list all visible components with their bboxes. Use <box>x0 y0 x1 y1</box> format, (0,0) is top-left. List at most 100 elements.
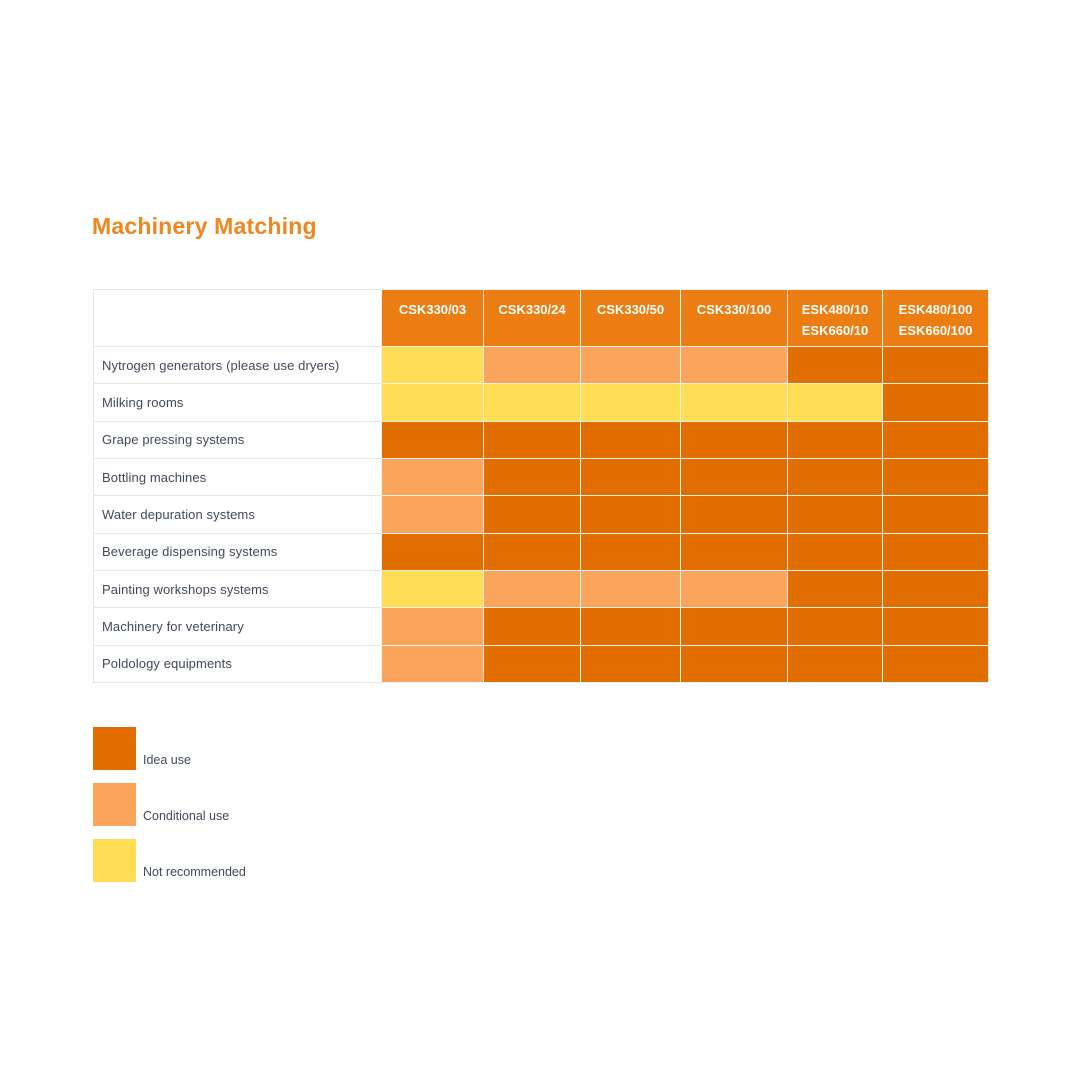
table-row: Grape pressing systems <box>93 420 989 459</box>
column-header: CSK330/100 <box>680 289 788 347</box>
matrix-cell <box>580 457 681 497</box>
matrix-cell <box>483 495 581 534</box>
matrix-cell <box>381 607 484 646</box>
matrix-cell <box>680 532 788 571</box>
matrix-cell <box>381 420 484 459</box>
matrix-cell <box>882 383 989 422</box>
legend-swatch-conditional-use <box>93 783 136 826</box>
row-label: Water depuration systems <box>93 495 382 534</box>
matrix-cell <box>787 345 883 385</box>
matrix-cell <box>787 607 883 646</box>
column-header: ESK480/10 ESK660/10 <box>787 289 883 347</box>
table-row: Water depuration systems <box>93 495 989 534</box>
matrix-cell <box>882 420 989 459</box>
row-label: Machinery for veterinary <box>93 607 382 646</box>
table-row: Machinery for veterinary <box>93 607 989 646</box>
matrix-cell <box>580 495 681 534</box>
legend-item: Conditional use <box>93 783 246 826</box>
matrix-cell <box>787 644 883 683</box>
machinery-matching-table: CSK330/03 CSK330/24 CSK330/50 CSK330/100… <box>93 289 989 683</box>
matrix-cell <box>882 457 989 497</box>
matrix-cell <box>381 495 484 534</box>
legend-swatch-ideal-use <box>93 727 136 770</box>
matrix-cell <box>483 383 581 422</box>
matrix-cell <box>882 532 989 571</box>
row-label: Poldology equipments <box>93 644 382 683</box>
matrix-cell <box>381 532 484 571</box>
column-header: CSK330/24 <box>483 289 581 347</box>
column-header-line: CSK330/100 <box>696 302 772 317</box>
column-header-line: CSK330/24 <box>498 302 566 317</box>
column-header-line: ESK660/100 <box>898 323 973 338</box>
matrix-cell <box>680 457 788 497</box>
matrix-cell <box>580 607 681 646</box>
matrix-cell <box>680 383 788 422</box>
matrix-cell <box>580 345 681 385</box>
matrix-cell <box>580 383 681 422</box>
matrix-cell <box>483 420 581 459</box>
matrix-cell <box>483 457 581 497</box>
row-label: Grape pressing systems <box>93 420 382 459</box>
matrix-cell <box>882 644 989 683</box>
legend-label: Conditional use <box>143 809 230 823</box>
matrix-cell <box>483 607 581 646</box>
matrix-cell <box>680 420 788 459</box>
matrix-cell <box>680 345 788 385</box>
legend-swatch-not-recommended <box>93 839 136 882</box>
matrix-cell <box>882 495 989 534</box>
matrix-cell <box>580 420 681 459</box>
matrix-cell <box>787 569 883 609</box>
table-row: Poldology equipments <box>93 644 989 683</box>
matrix-cell <box>580 532 681 571</box>
matrix-cell <box>680 569 788 609</box>
matrix-cell <box>882 607 989 646</box>
matrix-cell <box>680 607 788 646</box>
matrix-cell <box>787 420 883 459</box>
page-title: Machinery Matching <box>92 213 317 239</box>
matrix-cell <box>787 383 883 422</box>
row-label: Nytrogen generators (please use dryers) <box>93 345 382 385</box>
row-label: Bottling machines <box>93 457 382 497</box>
matrix-cell <box>381 383 484 422</box>
legend-item: Not recommended <box>93 839 246 882</box>
matrix-cell <box>381 644 484 683</box>
row-label: Beverage dispensing systems <box>93 532 382 571</box>
matrix-cell <box>580 569 681 609</box>
legend-item: Idea use <box>93 727 246 770</box>
row-label: Painting workshops systems <box>93 569 382 609</box>
column-header-line: ESK480/100 <box>898 302 973 317</box>
column-header-line: ESK660/10 <box>801 323 869 338</box>
table-row: Bottling machines <box>93 457 989 497</box>
table-row: Beverage dispensing systems <box>93 532 989 571</box>
column-header-line: ESK480/10 <box>801 302 869 317</box>
matrix-cell <box>787 495 883 534</box>
column-header: CSK330/50 <box>580 289 681 347</box>
column-header-line: CSK330/03 <box>398 302 467 317</box>
column-header-line: CSK330/50 <box>596 302 665 317</box>
column-header: CSK330/03 <box>381 289 484 347</box>
matrix-cell <box>787 457 883 497</box>
row-label: Milking rooms <box>93 383 382 422</box>
matrix-cell <box>680 644 788 683</box>
matrix-cell <box>882 569 989 609</box>
corner-cell <box>93 289 382 347</box>
matrix-cell <box>580 644 681 683</box>
matrix-cell <box>483 569 581 609</box>
legend: Idea use Conditional use Not recommended <box>93 727 246 895</box>
matrix-cell <box>882 345 989 385</box>
matrix-cell <box>483 644 581 683</box>
table-row: Milking rooms <box>93 383 989 422</box>
matrix-cell <box>680 495 788 534</box>
table-row: Nytrogen generators (please use dryers) <box>93 345 989 385</box>
matrix-cell <box>787 532 883 571</box>
matrix-cell <box>483 532 581 571</box>
matrix-cell <box>381 345 484 385</box>
legend-label: Idea use <box>143 753 191 767</box>
matrix-cell <box>483 345 581 385</box>
legend-label: Not recommended <box>143 865 246 879</box>
matrix-cell <box>381 569 484 609</box>
table-row: Painting workshops systems <box>93 569 989 609</box>
matrix-cell <box>381 457 484 497</box>
column-header: ESK480/100 ESK660/100 <box>882 289 989 347</box>
